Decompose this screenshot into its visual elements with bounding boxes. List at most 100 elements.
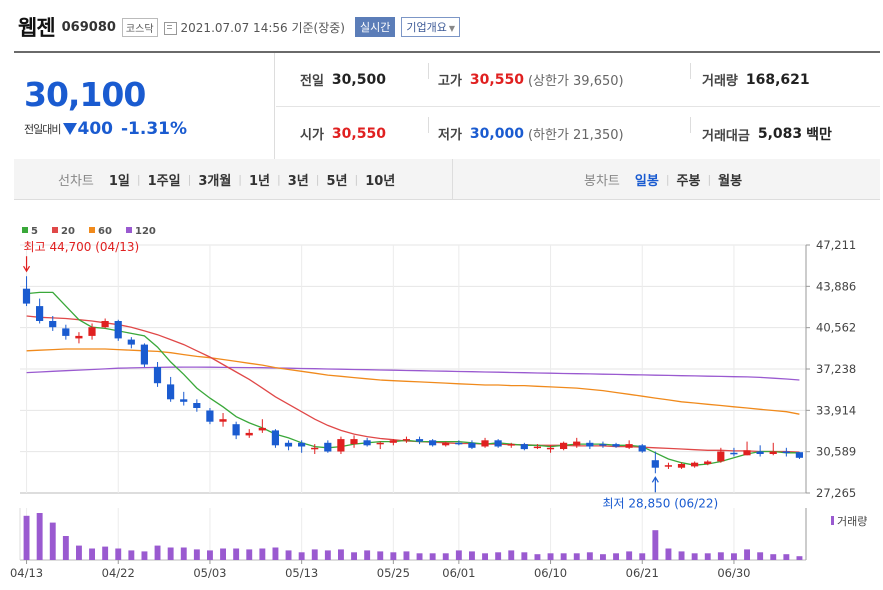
candle-body bbox=[311, 447, 319, 450]
candle-body bbox=[520, 444, 528, 450]
low-arrow-head bbox=[651, 476, 659, 483]
volume-bar bbox=[691, 553, 698, 560]
volume-bar bbox=[233, 548, 240, 560]
period-bar: 선차트 1일 | 1주일 | 3개월 | 1년 | 3년 | 5년 | 10년 봉차트 일봉… bbox=[14, 159, 880, 200]
open-value: 30,550 bbox=[331, 125, 386, 142]
candle-body bbox=[153, 367, 162, 384]
volume-bar bbox=[338, 549, 344, 560]
candle-body bbox=[442, 442, 450, 446]
period-10y[interactable]: 10년 bbox=[365, 173, 396, 189]
period-daily[interactable]: 일봉 bbox=[634, 173, 659, 189]
candle-chart-periods: 봉차트 일봉 | 주봉 | 월봉 bbox=[584, 159, 749, 199]
candle-body bbox=[599, 444, 607, 446]
volume-bar bbox=[49, 522, 56, 560]
y-tick-label: 27,265 bbox=[816, 486, 856, 500]
legend-label-60: 60 bbox=[98, 226, 112, 237]
volume-bar bbox=[442, 553, 449, 560]
candle-body bbox=[664, 465, 672, 467]
trade-amount-unit: 백만 bbox=[806, 127, 832, 143]
candle-body bbox=[75, 335, 83, 339]
separator: | bbox=[354, 172, 359, 186]
x-tick-label: 06/21 bbox=[626, 566, 659, 580]
volume-legend-swatch bbox=[831, 516, 834, 525]
volume-bar bbox=[639, 553, 646, 560]
volume-bar bbox=[416, 553, 423, 560]
volume-bar bbox=[757, 552, 764, 560]
candle-body bbox=[180, 399, 188, 402]
period-weekly[interactable]: 주봉 bbox=[676, 173, 701, 189]
ma20-line bbox=[26, 315, 800, 453]
divider bbox=[690, 117, 691, 133]
divider bbox=[428, 63, 429, 79]
volume-legend-label: 거래량 bbox=[837, 515, 867, 528]
realtime-button[interactable]: 실시간 bbox=[354, 17, 396, 37]
separator: | bbox=[136, 172, 141, 186]
candle-body bbox=[88, 327, 96, 336]
period-1w[interactable]: 1주일 bbox=[147, 173, 181, 189]
volume-bar bbox=[731, 553, 737, 560]
period-1d[interactable]: 1일 bbox=[108, 173, 130, 189]
open-label: 시가 bbox=[300, 128, 324, 143]
period-5y[interactable]: 5년 bbox=[326, 173, 348, 189]
candle-body bbox=[193, 403, 201, 408]
divider bbox=[690, 63, 691, 79]
separator: | bbox=[315, 172, 320, 186]
candle-body bbox=[298, 442, 306, 447]
volume-bar bbox=[246, 549, 253, 560]
legend-swatch-120 bbox=[126, 227, 132, 233]
volume-bar bbox=[89, 548, 95, 560]
volume-bar bbox=[390, 552, 397, 560]
x-tick-label: 04/22 bbox=[102, 566, 135, 580]
volume-bar bbox=[717, 552, 724, 560]
volume-bar bbox=[285, 550, 292, 560]
volume-bar bbox=[298, 552, 305, 560]
volume-bar bbox=[547, 553, 554, 560]
volume-bar bbox=[23, 515, 30, 560]
change-amount: 400 bbox=[77, 119, 113, 139]
candle-body bbox=[730, 452, 738, 455]
x-tick-label: 05/25 bbox=[377, 566, 410, 580]
period-monthly[interactable]: 월봉 bbox=[718, 173, 743, 189]
legend-swatch-60 bbox=[89, 227, 95, 233]
quote-panel: 30,100 전일대비 400 -1.31% 전일 30,500 고가 30,5… bbox=[14, 51, 880, 162]
candle-body bbox=[507, 444, 515, 446]
volume-bar bbox=[351, 552, 357, 560]
divider bbox=[428, 117, 429, 133]
separator: | bbox=[277, 172, 281, 186]
candle-body bbox=[337, 439, 345, 452]
volume-bar bbox=[482, 553, 488, 560]
candle-body bbox=[36, 306, 44, 321]
x-tick-label: 06/10 bbox=[534, 566, 567, 580]
quote-datetime: 2021.07.07 14:56 기준(장중) bbox=[180, 20, 345, 35]
volume-bars bbox=[23, 513, 803, 560]
annotations: 최고 44,700 (04/13) 최저 28,850 (06/22) bbox=[23, 240, 718, 510]
candles bbox=[22, 276, 803, 474]
candle-body bbox=[769, 451, 777, 454]
candle-body bbox=[677, 464, 686, 468]
candle-body bbox=[114, 321, 122, 339]
trade-amount-label: 거래대금 bbox=[702, 128, 750, 144]
period-1y[interactable]: 1년 bbox=[249, 173, 271, 189]
candle-body bbox=[612, 444, 620, 447]
ma60-line bbox=[26, 348, 800, 415]
period-3y[interactable]: 3년 bbox=[287, 173, 309, 189]
volume-bar bbox=[508, 550, 515, 560]
change-label: 전일대비 bbox=[24, 123, 61, 136]
volume-bar bbox=[626, 551, 633, 560]
y-tick-label: 30,589 bbox=[816, 445, 856, 459]
candle-body bbox=[127, 339, 135, 345]
x-tick-label: 05/03 bbox=[193, 566, 226, 580]
x-tick-label: 04/13 bbox=[10, 566, 43, 580]
candle-body bbox=[245, 432, 253, 436]
volume-grid: 거래량 bbox=[19, 508, 867, 561]
y-axis: 47,211 43,886 40,562 37,238 33,914 30,589 27,2… bbox=[805, 238, 856, 500]
candle-body bbox=[691, 462, 699, 467]
ma5-line bbox=[26, 291, 800, 466]
separator: | bbox=[238, 172, 242, 186]
period-3m[interactable]: 3개월 bbox=[198, 173, 232, 189]
candle-body bbox=[638, 445, 646, 452]
company-overview-button[interactable]: 기업개요 ▼ bbox=[401, 17, 460, 37]
candle-body bbox=[284, 442, 293, 447]
volume-bar bbox=[573, 553, 580, 560]
volume-bar bbox=[783, 554, 790, 560]
